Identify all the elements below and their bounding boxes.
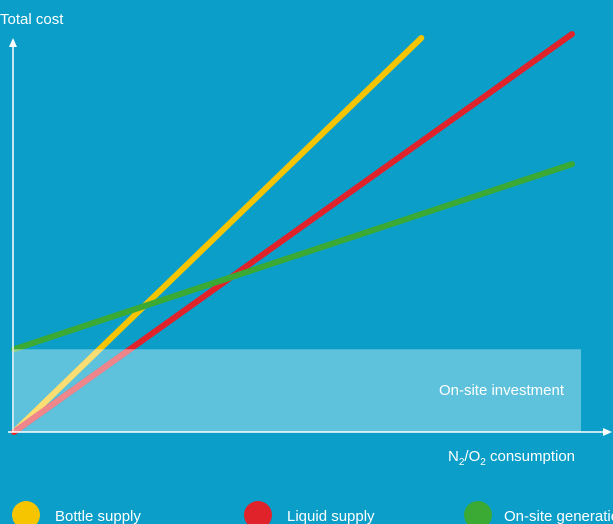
series-line-liquid bbox=[11, 31, 575, 435]
legend-swatch-bottle bbox=[12, 501, 40, 524]
legend-swatch-liquid bbox=[244, 501, 272, 524]
series-line-highlight-bottle bbox=[14, 349, 104, 433]
series-line-on-site bbox=[11, 161, 575, 353]
legend-label-liquid: Liquid supply bbox=[287, 508, 375, 524]
series-line-bottle bbox=[11, 35, 425, 435]
legend: Bottle supply Liquid supply On-site gene… bbox=[12, 501, 613, 524]
x-axis-title: N2/O2 consumption bbox=[448, 448, 575, 468]
y-axis-title: Total cost bbox=[0, 11, 64, 28]
investment-label: On-site investment bbox=[439, 382, 565, 399]
legend-label-onsite: On-site generation bbox=[504, 508, 613, 524]
legend-swatch-onsite bbox=[464, 501, 492, 524]
series-line-highlight-liquid bbox=[14, 349, 136, 433]
x-axis-arrow bbox=[603, 428, 612, 436]
y-axis-arrow bbox=[9, 38, 17, 47]
legend-label-bottle: Bottle supply bbox=[55, 508, 141, 524]
